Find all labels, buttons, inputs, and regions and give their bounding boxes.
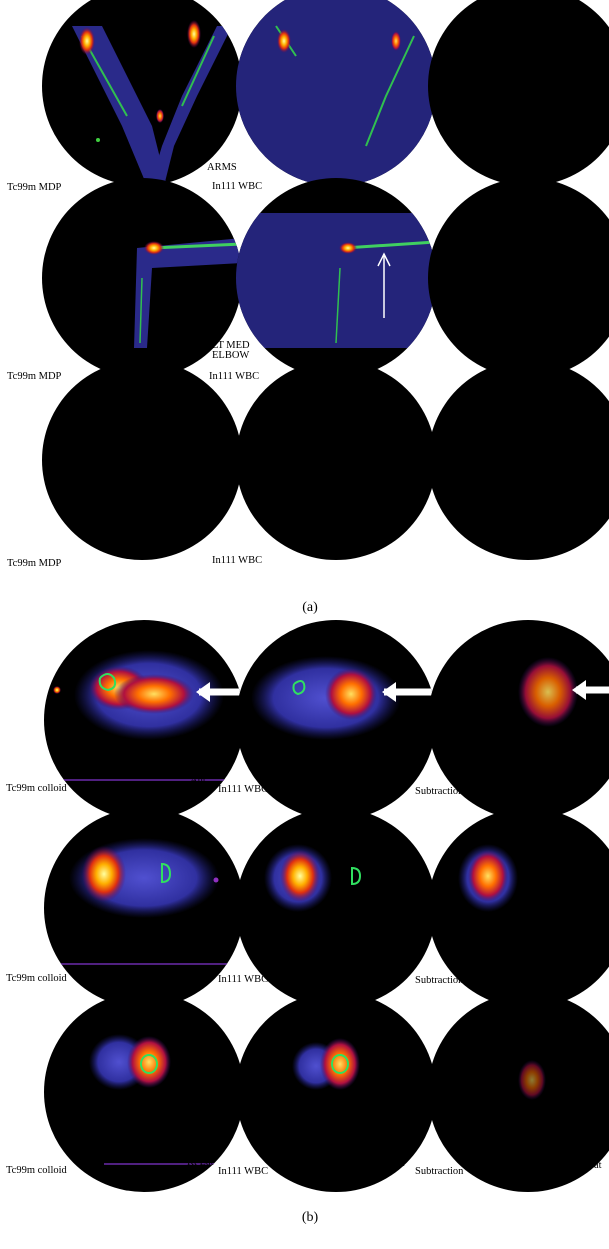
- scan-a-r3-c3: [428, 360, 609, 560]
- label-a-r2-left: Tc99m MDP: [7, 371, 62, 382]
- label-a-r1-right: In111 WBC: [212, 181, 263, 192]
- label-b-r1-view3: Ant: [578, 778, 594, 789]
- label-a-r3-left: Tc99m MDP: [7, 558, 62, 569]
- scan-a-r2-c2: [236, 178, 436, 378]
- label-b-r3-col1: Tc99m colloid: [6, 1165, 67, 1176]
- label-b-r3-view1: Rt Lat: [187, 1157, 214, 1168]
- scan-a-r1-c1: [42, 0, 242, 186]
- scan-b-r1-c3: [428, 620, 609, 820]
- label-a-r1-region: ARMS: [207, 162, 237, 173]
- scan-a-r2-c1: [42, 178, 242, 378]
- scan-b-r1-c1: [44, 620, 244, 820]
- label-b-r2-view2: Post: [383, 968, 402, 979]
- scan-a-r3-c2: [236, 360, 436, 560]
- scan-b-r2-c3: [428, 808, 609, 1008]
- scan-a-r1-c2: [236, 0, 436, 186]
- label-b-r1-col1: Tc99m colloid: [6, 783, 67, 794]
- scan-b-r3-c1: [44, 992, 244, 1192]
- scan-b-r2-c1: [44, 808, 244, 1008]
- label-b-r1-col3: Subtraction: [415, 786, 464, 797]
- caption-a: (a): [302, 600, 318, 615]
- label-b-r3-view3: Rt Lat: [575, 1160, 602, 1171]
- label-a-r2-right: In111 WBC: [209, 371, 260, 382]
- label-a-r3-right: In111 WBC: [212, 555, 263, 566]
- scan-a-r3-c1: [42, 360, 242, 560]
- label-b-r1-view1: Ant: [190, 775, 206, 786]
- label-b-r1-view2: Ant: [383, 776, 399, 787]
- label-b-r2-view1: Post: [190, 966, 209, 977]
- label-b-r2-view3: Post: [577, 969, 596, 980]
- scan-b-r2-c2: [236, 808, 436, 1008]
- label-a-r2-region-2: ELBOW: [212, 350, 250, 361]
- scan-a-r2-c3: [428, 178, 609, 378]
- label-b-r1-col2: In111 WBC: [218, 784, 269, 795]
- scan-a-r1-c3: [428, 0, 609, 186]
- label-b-r3-col3: Subtraction: [415, 1166, 464, 1177]
- label-b-r3-view2: Rt Lat: [378, 1158, 405, 1169]
- scan-b-r3-c3: [428, 992, 609, 1192]
- label-b-r2-col1: Tc99m colloid: [6, 973, 67, 984]
- caption-b: (b): [301, 1210, 319, 1225]
- label-b-r3-col2: In111 WBC: [218, 1166, 269, 1177]
- scan-b-r3-c2: [236, 992, 436, 1192]
- scan-b-r1-c2: [236, 620, 436, 820]
- label-b-r2-col3: Subtraction: [415, 975, 464, 986]
- label-a-r1-left: Tc99m MDP: [7, 182, 62, 193]
- label-b-r2-col2: In111 WBC: [218, 974, 269, 985]
- label-a-r2-region-1: LT MED: [212, 340, 250, 351]
